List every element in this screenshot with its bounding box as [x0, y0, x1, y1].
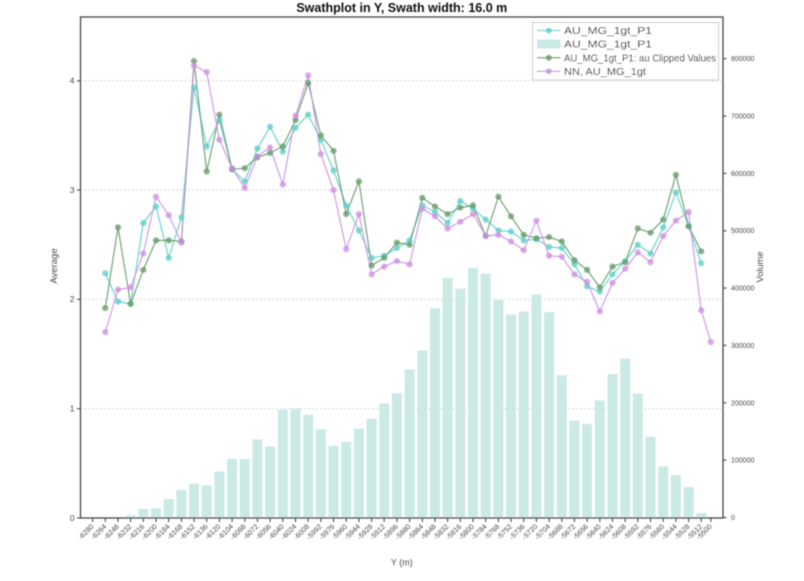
svg-text:600000: 600000	[731, 171, 754, 178]
svg-text:700000: 700000	[731, 114, 754, 121]
svg-text:200000: 200000	[731, 400, 754, 407]
svg-text:Volume: Volume	[755, 251, 765, 282]
svg-text:NN, AU_MG_1gt: NN, AU_MG_1gt	[564, 67, 646, 78]
svg-text:Average: Average	[49, 248, 60, 283]
svg-text:0: 0	[731, 515, 735, 522]
svg-text:3: 3	[70, 185, 75, 195]
svg-text:0: 0	[70, 513, 75, 523]
svg-text:AU_MG_1gt_P1: AU_MG_1gt_P1	[564, 26, 652, 37]
svg-text:Swathplot in Y, Swath width: 1: Swathplot in Y, Swath width: 16.0 m	[296, 1, 507, 15]
svg-text:Y (m): Y (m)	[391, 558, 413, 568]
svg-text:AU_MG_1gt_P1: AU_MG_1gt_P1	[564, 40, 652, 51]
svg-text:400000: 400000	[731, 286, 754, 293]
svg-text:500000: 500000	[731, 228, 754, 235]
svg-text:300000: 300000	[731, 343, 754, 350]
svg-text:100000: 100000	[731, 458, 754, 465]
svg-text:4: 4	[70, 76, 75, 86]
svg-text:2: 2	[70, 294, 75, 304]
svg-text:AU_MG_1gt_P1: au Clipped Value: AU_MG_1gt_P1: au Clipped Values	[564, 53, 716, 64]
svg-text:800000: 800000	[731, 56, 754, 63]
svg-text:1: 1	[70, 404, 75, 414]
